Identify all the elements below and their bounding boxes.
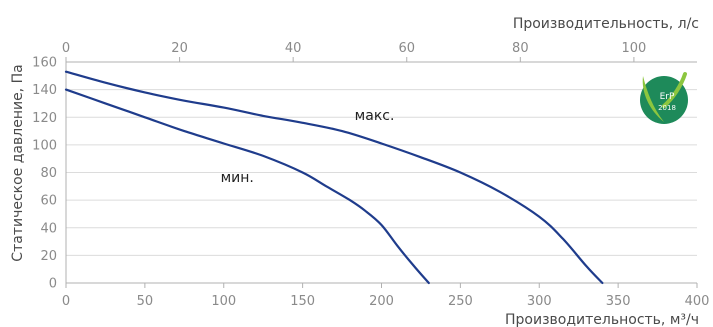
x2-tick-label: 40 [285, 41, 302, 56]
y-tick-label: 60 [40, 194, 57, 209]
y-tick-label: 0 [49, 277, 57, 292]
erp-logo-circle [640, 76, 688, 124]
x-tick-label: 250 [448, 294, 473, 309]
y-tick-label: 120 [32, 111, 57, 126]
x-tick-label: 0 [62, 294, 70, 309]
curve-min [64, 88, 430, 285]
curve-max [64, 70, 604, 285]
curve-labels: макс. мин. [221, 108, 395, 186]
label-min: мин. [221, 170, 254, 186]
x-tick-label: 400 [685, 294, 710, 309]
x-tick-labels: 0 50 100 150 200 250 300 350 400 [62, 294, 710, 309]
x2-tick-labels: 0 20 40 60 80 100 [62, 41, 646, 56]
x-tick-label: 200 [369, 294, 394, 309]
x2-tick-label: 0 [62, 41, 70, 56]
erp-2018-logo: ErP 2018 [640, 72, 688, 124]
erp-logo-text-top: ErP [660, 92, 675, 102]
y-tick-label: 100 [32, 138, 57, 153]
y-tick-label: 20 [40, 249, 57, 264]
grid-lines [66, 61, 697, 256]
curves [64, 70, 604, 285]
x-tick-label: 150 [290, 294, 315, 309]
y-tick-label: 160 [32, 56, 57, 71]
x2-tick-label: 80 [512, 41, 529, 56]
x2-tick-label: 20 [171, 41, 188, 56]
erp-logo-leaf-left [642, 76, 664, 122]
y-axis-title: Статическое давление, Па [10, 64, 26, 261]
x2-tick-label: 100 [621, 41, 646, 56]
x-tick-label: 100 [211, 294, 236, 309]
y-tick-labels: 0 20 40 60 80 100 120 140 160 [32, 56, 57, 292]
axes [65, 57, 698, 288]
erp-logo-leaf-right [662, 72, 687, 108]
y-tick-label: 140 [32, 83, 57, 98]
y-tick-label: 80 [40, 166, 57, 181]
x-tick-label: 300 [527, 294, 552, 309]
x2-axis-title: Производительность, л/с [513, 16, 699, 32]
x-axis-title: Производительность, м³/ч [505, 312, 699, 327]
x2-tick-label: 60 [398, 41, 415, 56]
label-max: макс. [355, 108, 395, 124]
x-tick-label: 350 [606, 294, 631, 309]
x-tick-label: 50 [137, 294, 154, 309]
y-tick-label: 40 [40, 221, 57, 236]
erp-logo-text-bottom: 2018 [658, 104, 676, 112]
